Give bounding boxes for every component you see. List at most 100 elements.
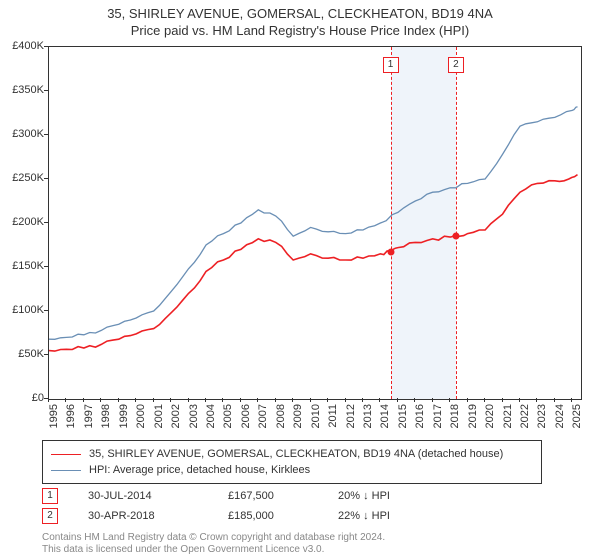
- ytick-mark: [44, 46, 48, 47]
- xtick-label: 2019: [467, 404, 479, 434]
- xtick-label: 1998: [100, 404, 112, 434]
- ytick-label: £300K: [4, 128, 44, 140]
- xtick-mark: [257, 398, 258, 402]
- sale-marker-chart-2: 2: [448, 57, 464, 73]
- xtick-label: 2014: [379, 404, 391, 434]
- legend: 35, SHIRLEY AVENUE, GOMERSAL, CLECKHEATO…: [42, 440, 542, 484]
- xtick-label: 2010: [310, 404, 322, 434]
- xtick-label: 2016: [414, 404, 426, 434]
- footnote: Contains HM Land Registry data © Crown c…: [42, 532, 385, 556]
- xtick-label: 2022: [519, 404, 531, 434]
- xtick-label: 2020: [484, 404, 496, 434]
- xtick-mark: [519, 398, 520, 402]
- xtick-mark: [118, 398, 119, 402]
- xtick-mark: [310, 398, 311, 402]
- xtick-mark: [205, 398, 206, 402]
- plot-area: 1 2: [48, 46, 582, 400]
- footnote-line1: Contains HM Land Registry data © Crown c…: [42, 532, 385, 544]
- ytick-label: £350K: [4, 84, 44, 96]
- xtick-mark: [240, 398, 241, 402]
- ytick-label: £400K: [4, 40, 44, 52]
- ytick-mark: [44, 354, 48, 355]
- xtick-mark: [554, 398, 555, 402]
- xtick-mark: [484, 398, 485, 402]
- xtick-mark: [467, 398, 468, 402]
- xtick-mark: [188, 398, 189, 402]
- series-hpi: [49, 107, 578, 339]
- sale-row-2: 2 30-APR-2018 £185,000 22% ↓ HPI: [42, 508, 582, 524]
- xtick-mark: [275, 398, 276, 402]
- ytick-mark: [44, 90, 48, 91]
- legend-swatch-property: [51, 454, 81, 455]
- xtick-label: 2009: [292, 404, 304, 434]
- ytick-label: £200K: [4, 216, 44, 228]
- sale-date-2: 30-APR-2018: [88, 510, 228, 522]
- sale-pct-2: 22% ↓ HPI: [338, 510, 448, 522]
- xtick-label: 2001: [153, 404, 165, 434]
- xtick-mark: [449, 398, 450, 402]
- legend-item-hpi: HPI: Average price, detached house, Kirk…: [51, 462, 533, 478]
- xtick-label: 1995: [48, 404, 60, 434]
- ytick-label: £100K: [4, 304, 44, 316]
- xtick-mark: [222, 398, 223, 402]
- xtick-label: 2024: [554, 404, 566, 434]
- series-property: [49, 175, 578, 352]
- xtick-label: 2025: [571, 404, 583, 434]
- xtick-mark: [170, 398, 171, 402]
- xtick-mark: [397, 398, 398, 402]
- chart-title-main: 35, SHIRLEY AVENUE, GOMERSAL, CLECKHEATO…: [0, 0, 600, 21]
- xtick-label: 1996: [65, 404, 77, 434]
- xtick-label: 2015: [397, 404, 409, 434]
- legend-label-property: 35, SHIRLEY AVENUE, GOMERSAL, CLECKHEATO…: [89, 448, 503, 460]
- xtick-label: 1997: [83, 404, 95, 434]
- chart-title-sub: Price paid vs. HM Land Registry's House …: [0, 21, 600, 42]
- xtick-label: 2013: [362, 404, 374, 434]
- xtick-label: 2000: [135, 404, 147, 434]
- xtick-mark: [502, 398, 503, 402]
- xtick-label: 2021: [502, 404, 514, 434]
- sale-row-1: 1 30-JUL-2014 £167,500 20% ↓ HPI: [42, 488, 582, 504]
- xtick-mark: [432, 398, 433, 402]
- chart-container: 35, SHIRLEY AVENUE, GOMERSAL, CLECKHEATO…: [0, 0, 600, 560]
- chart-lines: [49, 47, 581, 399]
- ytick-mark: [44, 310, 48, 311]
- xtick-label: 2011: [327, 404, 339, 434]
- sale-dot-1: [387, 248, 394, 255]
- sale-marker-1: 1: [42, 488, 58, 504]
- xtick-mark: [414, 398, 415, 402]
- xtick-mark: [536, 398, 537, 402]
- xtick-label: 2007: [257, 404, 269, 434]
- xtick-label: 2018: [449, 404, 461, 434]
- sale-dot-2: [452, 233, 459, 240]
- xtick-label: 2004: [205, 404, 217, 434]
- sale-date-1: 30-JUL-2014: [88, 490, 228, 502]
- xtick-mark: [345, 398, 346, 402]
- xtick-label: 2017: [432, 404, 444, 434]
- xtick-mark: [327, 398, 328, 402]
- legend-swatch-hpi: [51, 470, 81, 471]
- ytick-label: £50K: [4, 348, 44, 360]
- xtick-label: 2005: [222, 404, 234, 434]
- xtick-label: 1999: [118, 404, 130, 434]
- xtick-mark: [379, 398, 380, 402]
- ytick-label: £0: [4, 392, 44, 404]
- xtick-mark: [571, 398, 572, 402]
- ytick-label: £250K: [4, 172, 44, 184]
- ytick-mark: [44, 266, 48, 267]
- ytick-mark: [44, 222, 48, 223]
- xtick-label: 2012: [345, 404, 357, 434]
- sale-price-2: £185,000: [228, 510, 338, 522]
- xtick-mark: [65, 398, 66, 402]
- xtick-mark: [135, 398, 136, 402]
- xtick-mark: [292, 398, 293, 402]
- sale-pct-1: 20% ↓ HPI: [338, 490, 448, 502]
- xtick-mark: [153, 398, 154, 402]
- ytick-label: £150K: [4, 260, 44, 272]
- sale-marker-chart-1: 1: [383, 57, 399, 73]
- xtick-label: 2023: [536, 404, 548, 434]
- xtick-mark: [100, 398, 101, 402]
- sale-price-1: £167,500: [228, 490, 338, 502]
- legend-item-property: 35, SHIRLEY AVENUE, GOMERSAL, CLECKHEATO…: [51, 446, 533, 462]
- xtick-mark: [48, 398, 49, 402]
- xtick-mark: [362, 398, 363, 402]
